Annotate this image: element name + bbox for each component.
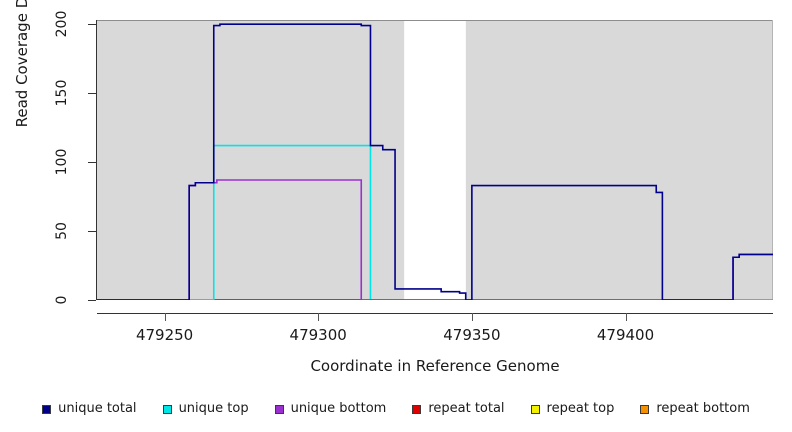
y-axis-line (96, 20, 97, 300)
legend-swatch-icon (274, 404, 284, 414)
legend-item: repeat bottom (640, 402, 750, 416)
legend-swatch-icon (42, 404, 52, 414)
x-tick-label: 479350 (443, 326, 501, 344)
x-tick-label: 479300 (289, 326, 347, 344)
legend-swatch-icon (530, 404, 540, 414)
y-tick-mark (88, 93, 96, 95)
plot-svg (97, 20, 773, 300)
y-tick-label: 200 (54, 10, 70, 38)
legend-label: unique top (178, 401, 249, 416)
series-unique-top (97, 144, 773, 300)
chart-legend: unique total unique top unique bottom repea… (0, 398, 792, 420)
legend-swatch-icon (640, 404, 650, 414)
y-tick-label: 150 (54, 79, 70, 107)
x-tick-mark (625, 313, 627, 321)
x-tick-label: 479400 (596, 326, 655, 344)
legend-swatch-icon (412, 404, 422, 414)
legend-item: unique bottom (274, 401, 387, 416)
plot-panel (97, 20, 773, 300)
y-tick-mark (88, 162, 96, 164)
legend-item: unique top (162, 401, 249, 416)
coverage-gap-region (404, 20, 466, 300)
legend-item: repeat top (530, 401, 615, 416)
legend-item: repeat total (412, 401, 505, 416)
panel-background-left (97, 20, 405, 300)
legend-label: repeat total (428, 401, 505, 416)
y-tick-label: 100 (54, 148, 70, 176)
x-tick-label: 479250 (135, 326, 194, 344)
legend-label: repeat bottom (656, 401, 750, 416)
legend-swatch-icon (162, 404, 172, 414)
y-tick-mark (88, 300, 96, 301)
x-axis-title: Coordinate in Reference Genome (310, 357, 560, 375)
series-unique-total (97, 23, 773, 300)
legend-label: unique total (58, 401, 137, 416)
y-axis-title: Read Coverage Depth (13, 0, 31, 128)
legend-label: unique bottom (290, 401, 387, 416)
y-tick-mark (88, 24, 96, 26)
x-axis-line (97, 313, 773, 314)
legend-item: unique total (42, 401, 137, 416)
panel-background-right (465, 20, 773, 300)
x-tick-mark (471, 313, 473, 321)
legend-label: repeat top (546, 401, 615, 416)
y-tick-label: 50 (54, 222, 70, 240)
y-tick-mark (88, 231, 96, 232)
x-tick-mark (164, 313, 166, 321)
y-tick-label: 0 (54, 295, 70, 305)
x-tick-mark (318, 313, 320, 321)
